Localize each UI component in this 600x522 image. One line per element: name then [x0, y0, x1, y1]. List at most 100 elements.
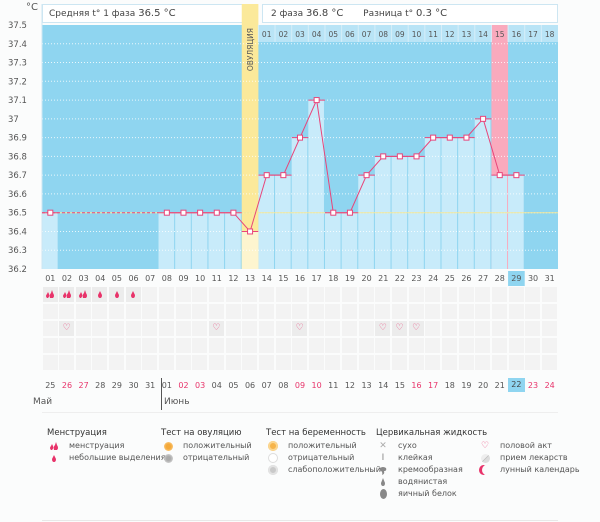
symbol-cell[interactable] — [308, 304, 324, 319]
calendar-date[interactable]: 07 — [261, 381, 272, 390]
symbol-cell[interactable] — [325, 321, 341, 336]
symbol-cell[interactable] — [242, 287, 258, 302]
symbol-cell[interactable] — [275, 321, 291, 336]
symbol-cell[interactable] — [375, 304, 391, 319]
symbol-cell[interactable] — [458, 287, 474, 302]
symbol-cell[interactable] — [192, 287, 208, 302]
spotting-cell[interactable] — [92, 287, 108, 302]
symbol-cell[interactable] — [441, 287, 457, 302]
symbol-cell[interactable] — [408, 338, 424, 353]
symbol-cell[interactable] — [75, 355, 91, 370]
symbol-cell[interactable] — [192, 321, 208, 336]
symbol-cell[interactable] — [92, 321, 108, 336]
symbol-cell[interactable] — [159, 321, 175, 336]
symbol-cell[interactable] — [142, 321, 158, 336]
symbol-cell[interactable] — [392, 338, 408, 353]
symbol-cell[interactable] — [42, 321, 58, 336]
symbol-cell[interactable] — [491, 321, 507, 336]
calendar-date[interactable]: 15 — [394, 381, 405, 390]
calendar-date[interactable]: 01 — [161, 381, 172, 390]
symbol-cell[interactable] — [225, 321, 241, 336]
symbol-cell[interactable] — [59, 355, 75, 370]
symbol-cell[interactable] — [125, 338, 141, 353]
intercourse-cell[interactable]: ♡ — [208, 321, 224, 336]
symbol-cell[interactable] — [475, 321, 491, 336]
symbol-cell[interactable] — [125, 304, 141, 319]
symbol-cell[interactable] — [525, 338, 541, 353]
calendar-date[interactable]: 20 — [477, 381, 489, 390]
symbol-cell[interactable] — [258, 321, 274, 336]
spotting-cell[interactable] — [125, 287, 141, 302]
symbol-cell[interactable] — [425, 355, 441, 370]
symbol-cell[interactable] — [325, 304, 341, 319]
symbol-cell[interactable] — [275, 287, 291, 302]
symbol-cell[interactable] — [475, 338, 491, 353]
symbol-cell[interactable] — [192, 304, 208, 319]
symbol-cell[interactable] — [375, 355, 391, 370]
symbol-cell[interactable] — [192, 338, 208, 353]
symbol-cell[interactable] — [358, 355, 374, 370]
symbol-cell[interactable] — [541, 304, 557, 319]
symbol-cell[interactable] — [225, 287, 241, 302]
symbol-cell[interactable] — [392, 355, 408, 370]
symbol-cell[interactable] — [292, 355, 308, 370]
symbol-cell[interactable] — [325, 355, 341, 370]
menstruation-cell[interactable] — [59, 287, 75, 302]
symbol-cell[interactable] — [109, 304, 125, 319]
symbol-cell[interactable] — [358, 304, 374, 319]
symbol-cell[interactable] — [109, 321, 125, 336]
symbol-cell[interactable] — [208, 287, 224, 302]
symbol-cell[interactable] — [541, 338, 557, 353]
symbol-cell[interactable] — [508, 304, 524, 319]
symbol-cell[interactable] — [159, 287, 175, 302]
symbol-cell[interactable] — [541, 287, 557, 302]
symbol-cell[interactable] — [75, 304, 91, 319]
menstruation-cell[interactable] — [75, 287, 91, 302]
symbol-cell[interactable] — [175, 287, 191, 302]
symbol-cell[interactable] — [242, 321, 258, 336]
calendar-date[interactable]: 22 — [508, 378, 525, 392]
symbol-cell[interactable] — [192, 355, 208, 370]
symbol-cell[interactable] — [92, 338, 108, 353]
symbol-cell[interactable] — [275, 338, 291, 353]
symbol-cell[interactable] — [258, 304, 274, 319]
symbol-cell[interactable] — [125, 355, 141, 370]
symbol-cell[interactable] — [508, 338, 524, 353]
symbol-cell[interactable] — [275, 304, 291, 319]
symbol-cell[interactable] — [475, 304, 491, 319]
calendar-date[interactable]: 03 — [195, 381, 206, 390]
symbol-cell[interactable] — [292, 338, 308, 353]
symbol-cell[interactable] — [208, 355, 224, 370]
symbol-cell[interactable] — [358, 287, 374, 302]
symbol-cell[interactable] — [292, 304, 308, 319]
symbol-cell[interactable] — [342, 338, 358, 353]
symbol-cell[interactable] — [159, 338, 175, 353]
symbol-cell[interactable] — [125, 321, 141, 336]
calendar-date[interactable]: 10 — [311, 381, 322, 390]
calendar-date[interactable]: 16 — [411, 381, 422, 390]
symbol-cell[interactable] — [258, 355, 274, 370]
symbol-cell[interactable] — [508, 355, 524, 370]
calendar-date[interactable]: 04 — [211, 381, 222, 390]
symbol-cell[interactable] — [75, 321, 91, 336]
symbol-cell[interactable] — [208, 338, 224, 353]
symbol-cell[interactable] — [508, 287, 524, 302]
calendar-date[interactable]: 11 — [328, 381, 339, 390]
symbol-cell[interactable] — [109, 355, 125, 370]
calendar-date[interactable]: 30 — [128, 381, 139, 390]
intercourse-cell[interactable]: ♡ — [292, 321, 308, 336]
symbol-cell[interactable] — [342, 304, 358, 319]
symbol-cell[interactable] — [92, 304, 108, 319]
symbol-cell[interactable] — [541, 355, 557, 370]
symbol-cell[interactable] — [308, 355, 324, 370]
symbol-cell[interactable] — [242, 338, 258, 353]
symbol-cell[interactable] — [242, 355, 258, 370]
calendar-date[interactable]: 29 — [111, 381, 122, 390]
calendar-date[interactable]: 28 — [95, 381, 106, 390]
symbol-cell[interactable] — [458, 321, 474, 336]
symbol-cell[interactable] — [375, 338, 391, 353]
calendar-date[interactable]: 06 — [244, 381, 256, 390]
calendar-date[interactable]: 18 — [444, 381, 455, 390]
symbol-cell[interactable] — [508, 321, 524, 336]
intercourse-cell[interactable]: ♡ — [375, 321, 391, 336]
